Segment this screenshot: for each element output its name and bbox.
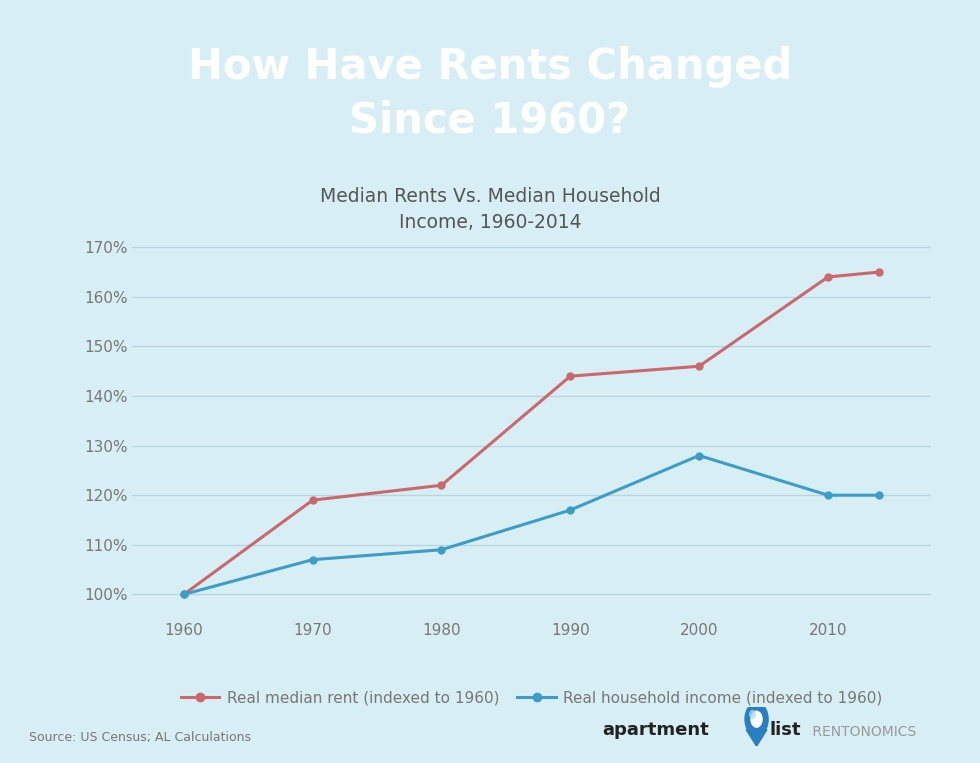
Text: How Have Rents Changed
Since 1960?: How Have Rents Changed Since 1960?: [188, 46, 792, 141]
Text: list: list: [769, 720, 801, 739]
Circle shape: [751, 711, 762, 727]
Text: RENTONOMICS: RENTONOMICS: [808, 725, 916, 739]
Circle shape: [745, 703, 768, 736]
Legend: Real median rent (indexed to 1960), Real household income (indexed to 1960): Real median rent (indexed to 1960), Real…: [174, 684, 889, 712]
Circle shape: [750, 710, 756, 719]
Text: Median Rents Vs. Median Household
Income, 1960-2014: Median Rents Vs. Median Household Income…: [319, 187, 661, 233]
Text: apartment: apartment: [603, 720, 710, 739]
Polygon shape: [746, 729, 767, 746]
Text: Source: US Census; AL Calculations: Source: US Census; AL Calculations: [29, 731, 252, 744]
